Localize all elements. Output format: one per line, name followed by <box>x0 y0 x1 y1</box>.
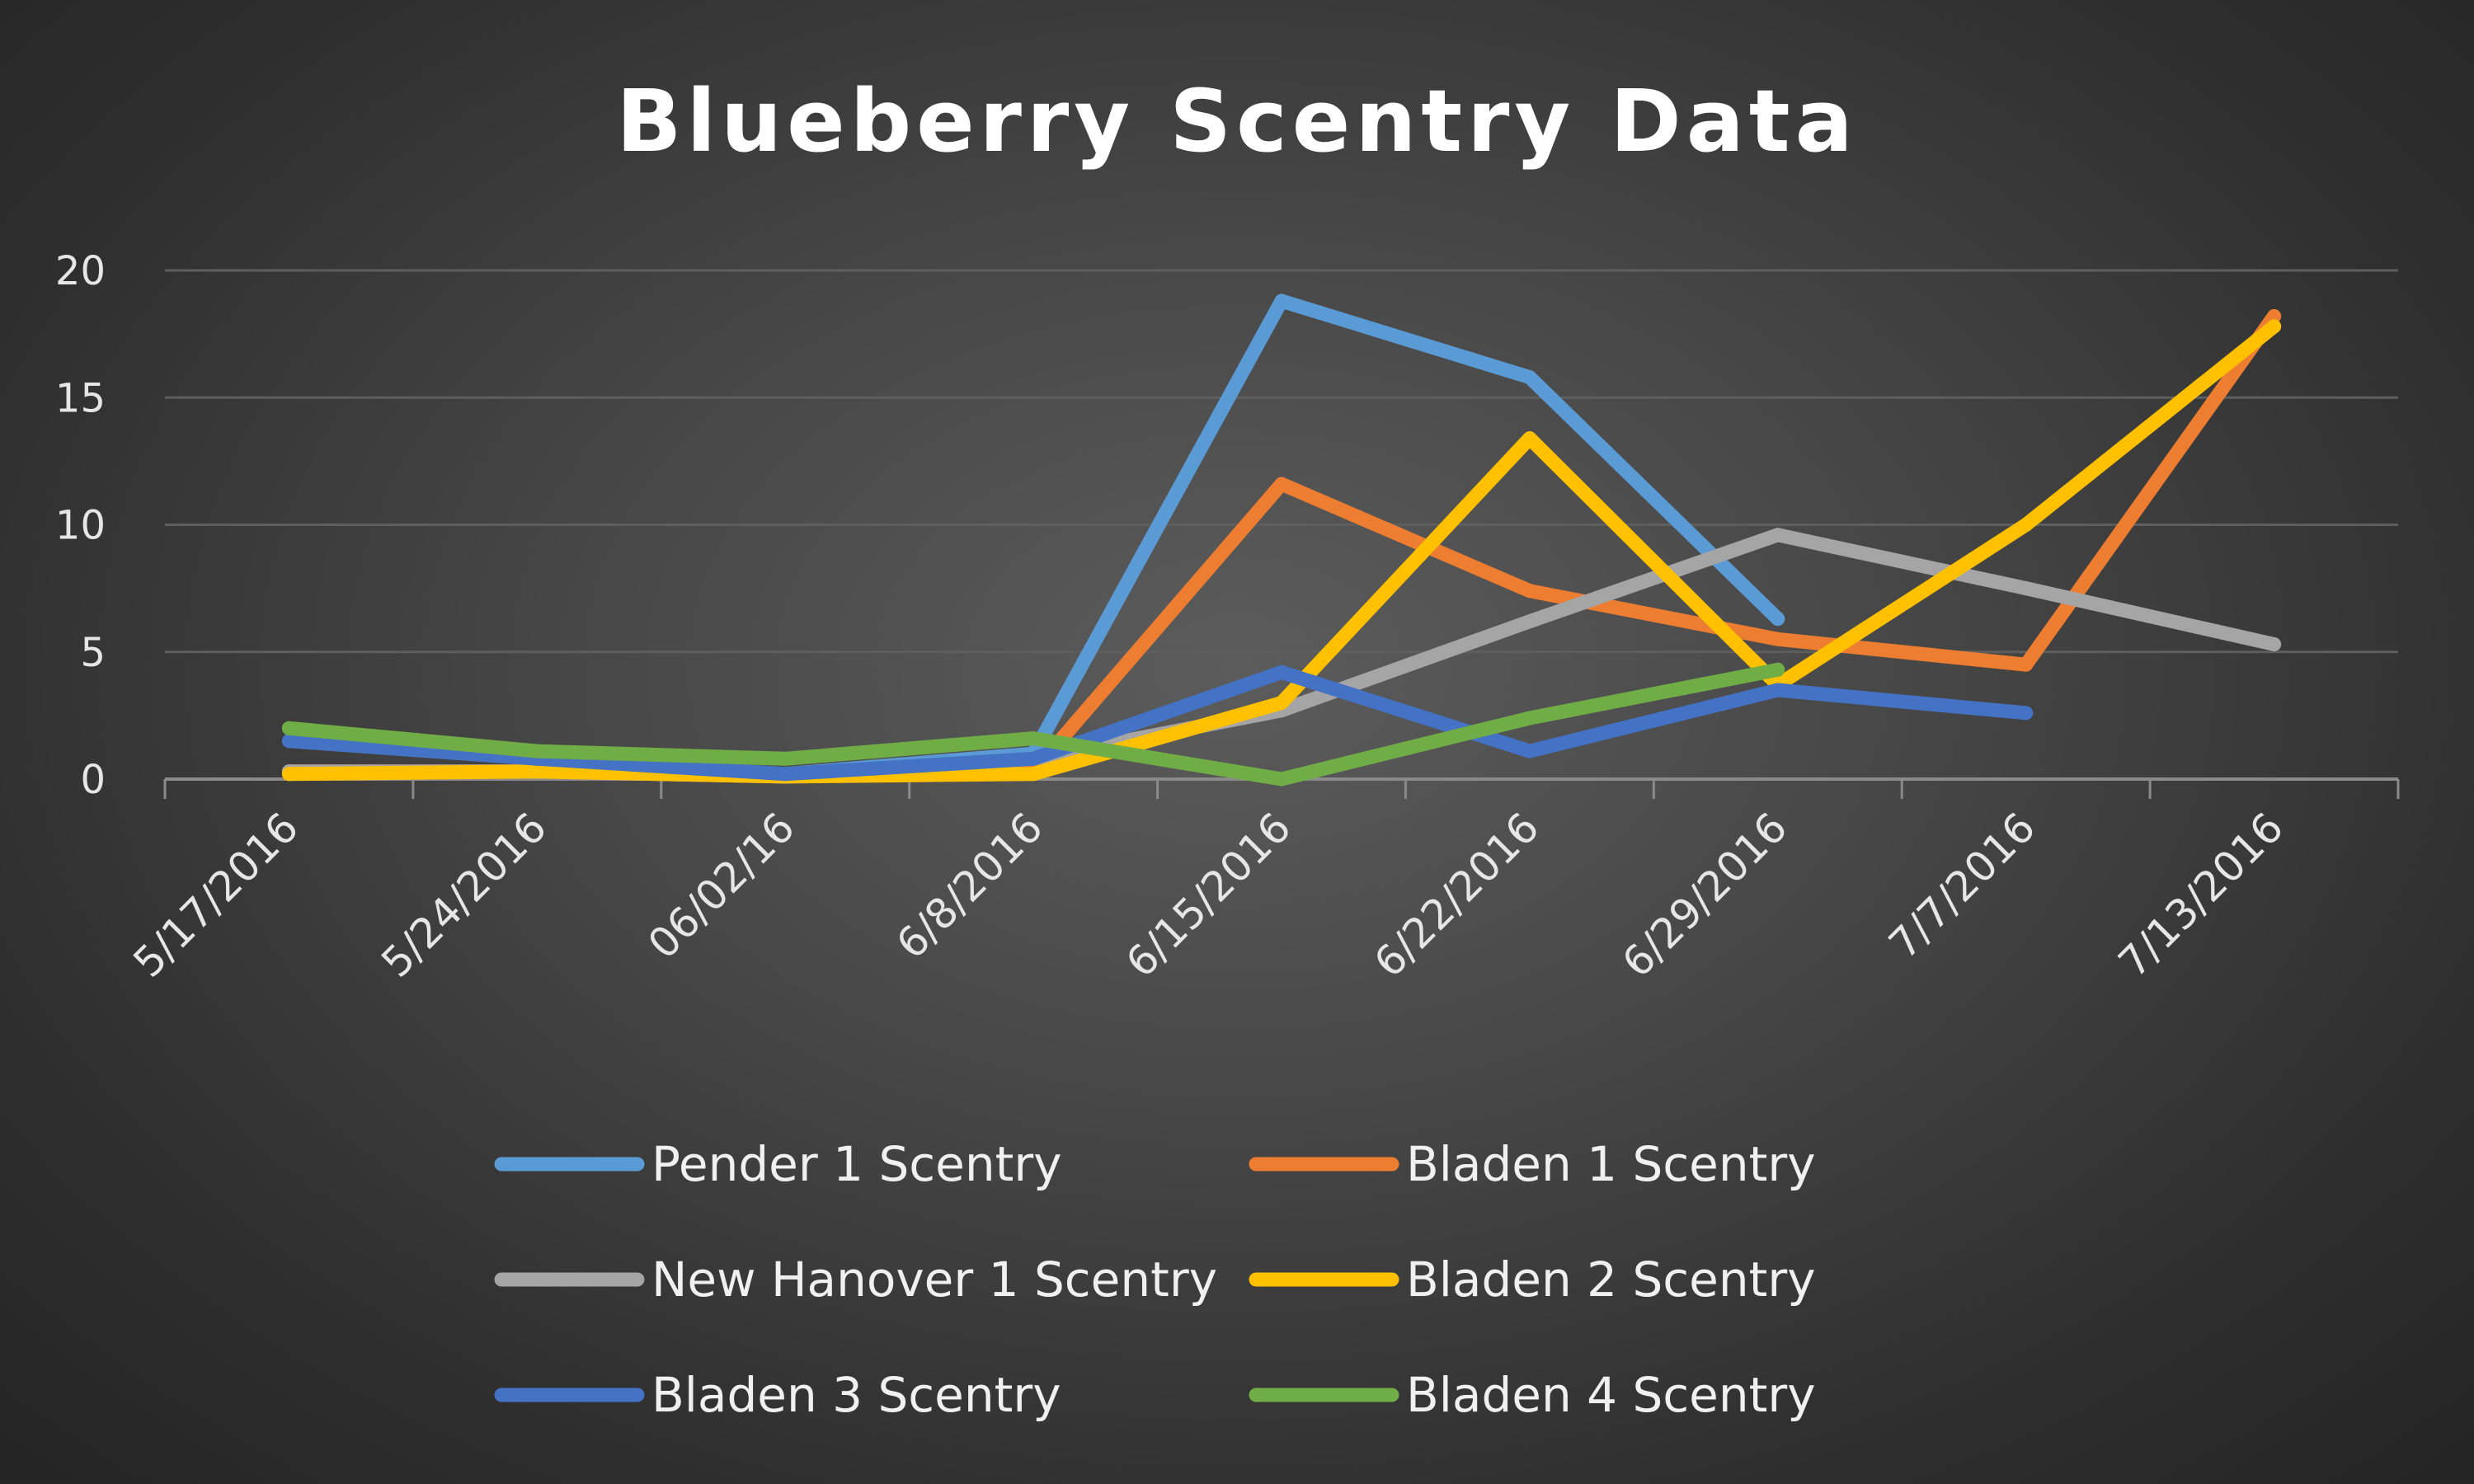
legend-label: New Hanover 1 Scentry <box>651 1252 1217 1308</box>
data-point <box>1771 632 1785 646</box>
data-point <box>2019 706 2034 721</box>
legend[interactable]: Pender 1 Scentry Bladen 1 Scentry New Hano… <box>494 1136 1816 1423</box>
data-point <box>1026 767 1041 782</box>
y-tick-label: 0 <box>80 757 106 803</box>
data-point <box>1771 662 1785 677</box>
data-point <box>1274 665 1289 679</box>
x-axis-ticks: 5/17/2016 5/24/2016 06/02/16 6/8/2016 6/15/2… <box>125 803 2293 986</box>
y-tick-label: 10 <box>55 503 106 549</box>
data-point <box>2019 657 2034 672</box>
data-point <box>778 751 793 766</box>
data-point <box>529 744 544 758</box>
data-point <box>281 734 296 749</box>
data-point <box>778 767 793 782</box>
data-point <box>1771 612 1785 627</box>
x-tick-label: 7/13/2016 <box>2109 803 2293 986</box>
data-point <box>2267 319 2282 334</box>
legend-item[interactable]: Bladen 3 Scentry <box>494 1367 1061 1423</box>
legend-label: Bladen 4 Scentry <box>1406 1367 1816 1423</box>
data-point <box>1522 711 1537 726</box>
data-point <box>1026 751 1041 766</box>
x-tick-label: 6/22/2016 <box>1365 803 1548 986</box>
data-point <box>2267 309 2282 323</box>
data-point <box>2019 581 2034 596</box>
x-tick-label: 6/8/2016 <box>887 803 1052 968</box>
data-point <box>1274 696 1289 710</box>
data-point <box>2267 637 2282 651</box>
data-point <box>529 764 544 779</box>
legend-item[interactable]: Bladen 2 Scentry <box>1249 1252 1816 1308</box>
y-tick-label: 5 <box>80 630 106 676</box>
y-axis-ticks: 0 5 10 15 20 <box>55 248 106 803</box>
data-point <box>1522 370 1537 385</box>
series-line <box>281 665 2034 782</box>
data-point <box>1274 477 1289 491</box>
series-line <box>281 294 1785 782</box>
x-tick-label: 5/24/2016 <box>373 803 556 986</box>
legend-label: Bladen 1 Scentry <box>1406 1136 1816 1192</box>
data-point <box>1522 431 1537 446</box>
legend-item[interactable]: Bladen 1 Scentry <box>1249 1136 1816 1192</box>
series-group <box>281 665 2034 782</box>
legend-label: Bladen 2 Scentry <box>1406 1252 1816 1308</box>
legend-label: Pender 1 Scentry <box>651 1136 1062 1192</box>
legend-item[interactable]: New Hanover 1 Scentry <box>494 1252 1217 1308</box>
x-tick-label: 5/17/2016 <box>125 803 308 986</box>
data-point <box>1522 744 1537 758</box>
y-tick-label: 15 <box>55 375 106 421</box>
data-point <box>1274 772 1289 787</box>
data-point <box>1771 683 1785 697</box>
x-tick-label: 06/02/16 <box>639 803 804 968</box>
chart-title: Blueberry Scentry Data <box>616 71 1858 171</box>
x-tick-label: 6/15/2016 <box>1117 803 1300 986</box>
data-point <box>1771 528 1785 542</box>
data-point <box>1522 614 1537 629</box>
legend-item[interactable]: Bladen 4 Scentry <box>1249 1367 1816 1423</box>
data-point <box>1274 294 1289 308</box>
legend-label: Bladen 3 Scentry <box>651 1367 1061 1423</box>
data-point <box>2019 518 2034 532</box>
data-point <box>281 767 296 782</box>
series-lines <box>281 294 2282 787</box>
legend-item[interactable]: Pender 1 Scentry <box>494 1136 1062 1192</box>
y-tick-label: 20 <box>55 248 106 294</box>
data-point <box>1026 731 1041 746</box>
data-point <box>1522 584 1537 599</box>
x-tick-label: 6/29/2016 <box>1613 803 1796 986</box>
series-group <box>281 662 1785 787</box>
x-tick-label: 7/7/2016 <box>1879 803 2044 968</box>
data-point <box>281 721 296 735</box>
